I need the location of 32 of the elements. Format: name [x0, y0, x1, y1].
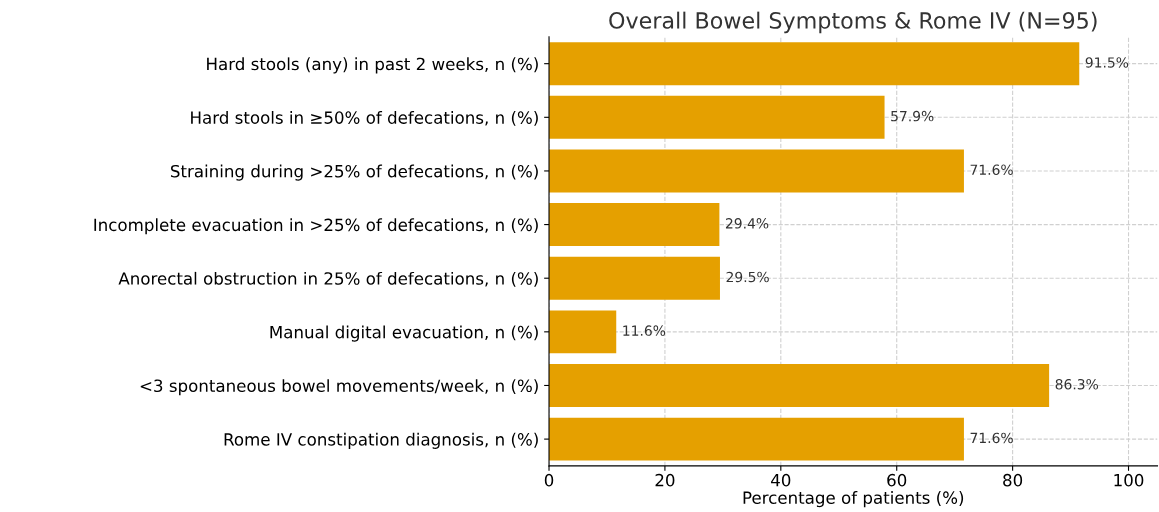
y-tick-label: Hard stools (any) in past 2 weeks, n (%) — [207, 57, 538, 74]
data-label: 57.9% — [891, 110, 934, 122]
y-tick-label: Hard stools in ≥50% of defecations, n (%) — [191, 110, 538, 126]
bar — [549, 256, 720, 300]
data-label: 86.3% — [1055, 379, 1099, 390]
data-label: 71.6% — [970, 432, 1013, 444]
bar — [549, 203, 720, 247]
bar — [549, 42, 1080, 86]
x-tick-label: 0 — [544, 473, 554, 487]
y-tick-label: <3 spontaneous bowel movements/week, n (%) — [140, 379, 538, 396]
x-tick-label: 100 — [1114, 473, 1144, 487]
bar — [549, 364, 1050, 407]
x-axis-title: Percentage of patients (%) — [743, 491, 964, 508]
data-label: 29.5% — [726, 271, 769, 283]
bar — [549, 310, 617, 354]
bar — [549, 95, 885, 139]
x-tick-label: 80 — [1003, 473, 1023, 487]
data-label: 71.6% — [970, 164, 1013, 175]
bar — [549, 149, 964, 193]
y-tick-label: Incomplete evacuation in >25% of defecations, n (%) — [94, 218, 538, 235]
y-tick-label: Rome IV constipation diagnosis, n (%) — [224, 432, 538, 449]
chart-title: Overall Bowel Symptoms & Rome IV (N=95) — [609, 11, 1097, 34]
data-label: 29.4% — [725, 218, 769, 229]
y-tick-label: Manual digital evacuation, n (%) — [270, 325, 538, 342]
data-label: 91.5% — [1085, 57, 1129, 68]
data-label: 11.6% — [623, 325, 666, 336]
bar — [549, 417, 964, 461]
x-tick-label: 60 — [887, 473, 907, 487]
y-tick-label: Straining during >25% of defecations, n (%) — [170, 164, 538, 181]
x-tick-label: 40 — [771, 473, 791, 487]
y-tick-label: Anorectal obstruction in 25% of defecations, n (%) — [118, 271, 538, 287]
x-tick-label: 20 — [655, 473, 675, 487]
